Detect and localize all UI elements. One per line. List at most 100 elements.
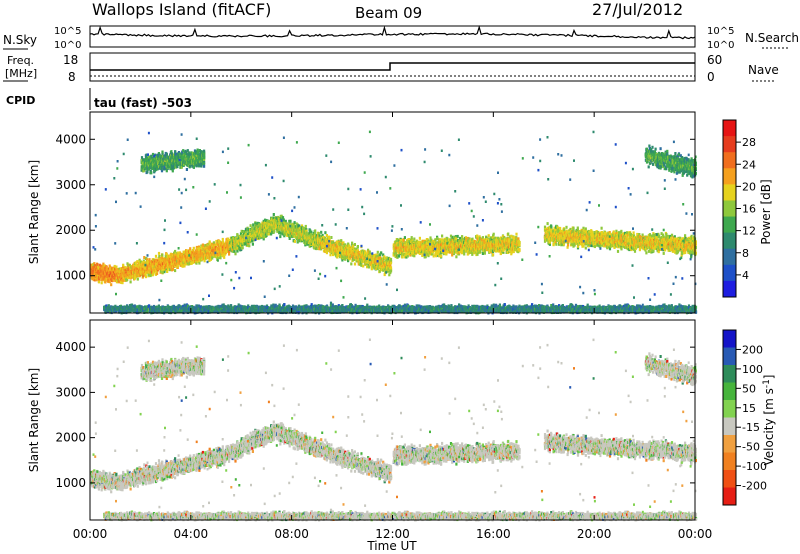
power-cell [216,253,219,257]
power-cell [94,278,97,282]
power-cell [327,235,331,239]
power-cell [105,266,108,270]
power-cell [246,243,249,247]
power-cell [157,263,161,267]
power-cell [195,261,198,265]
power-cell [240,229,243,233]
power-cell [249,224,252,228]
power-cell [219,256,222,260]
power-cell [208,259,211,262]
power-cell [303,228,306,232]
power-cell [209,257,212,261]
power-cell [173,251,176,255]
power-cell [170,266,173,270]
power-cell [101,267,104,271]
power-cell [353,262,357,266]
power-cell [215,239,218,243]
power-cell [212,241,215,245]
power-cell [217,256,220,259]
power-cell [120,275,123,279]
power-cell [150,271,154,274]
freq-label-2: [MHz] [5,67,37,80]
power-cell [161,256,164,260]
power-cell [305,237,308,241]
power-cell [93,262,96,266]
cpid-value: tau (fast) -503 [94,96,192,110]
power-cell [271,223,274,227]
power-cell [134,273,137,277]
power-cell [288,221,291,225]
power-cell [324,231,327,235]
power-cell [100,281,103,285]
power-cell [299,239,302,243]
power-cell [97,280,101,284]
power-cell [282,218,285,222]
power-cell [389,269,393,273]
power-cell [181,264,184,268]
power-cell [302,227,305,231]
power-cell [356,245,359,248]
power-cell [263,231,266,235]
power-cell [248,244,251,248]
nave-label: Nave [748,63,779,77]
power-cell [204,253,207,257]
power-cell [272,216,275,220]
power-cell [293,239,296,243]
power-cell [144,275,148,279]
noise-left-bottom-tick: 10^0 [54,40,81,51]
power-cell [174,249,177,253]
power-cell [132,265,135,269]
power-cell [221,254,225,258]
nave-tick-top: 60 [707,53,722,67]
power-cell [309,229,312,233]
power-cell [131,274,134,278]
power-cell [108,269,111,273]
power-cell [136,260,139,264]
power-cell [272,227,275,231]
power-cell [105,270,108,274]
power-cell [197,245,201,249]
power-cell [115,265,118,269]
power-cell [220,244,223,248]
power-cell [279,217,282,221]
power-cell [142,274,145,278]
power-cell [376,250,379,254]
power-cell [413,237,416,241]
power-cell [201,257,204,261]
power-cell [235,237,238,241]
power-cell [120,281,123,284]
power-cell [320,230,323,234]
noise-right-bottom-tick: 10^0 [707,40,734,51]
power-cell [211,256,214,260]
power-cell [262,237,265,241]
power-cell [286,222,289,226]
power-cell [192,246,195,250]
noise-sky-line [89,25,696,40]
power-cell [182,258,185,262]
freq-line [90,62,695,71]
power-cell [156,272,159,275]
power-cell [295,232,299,235]
power-cell [143,256,146,259]
power-cell [98,263,101,267]
power-cell [174,269,177,273]
power-cell [103,267,106,271]
power-cell [203,259,206,263]
power-cell [293,221,296,225]
power-cell [206,251,209,255]
power-cell [192,253,195,257]
power-cell [134,276,137,280]
power-cell [168,255,172,258]
power-cell [102,262,105,266]
power-cell [94,276,98,280]
power-cell [288,227,291,231]
power-cell [142,269,145,273]
power-cell [157,258,160,262]
power-cell [129,280,132,284]
power-cell [288,237,291,240]
power-cell [104,280,107,284]
power-cell [228,238,231,242]
power-cell [114,266,117,269]
power-cell [124,271,127,275]
power-cell [91,276,94,280]
